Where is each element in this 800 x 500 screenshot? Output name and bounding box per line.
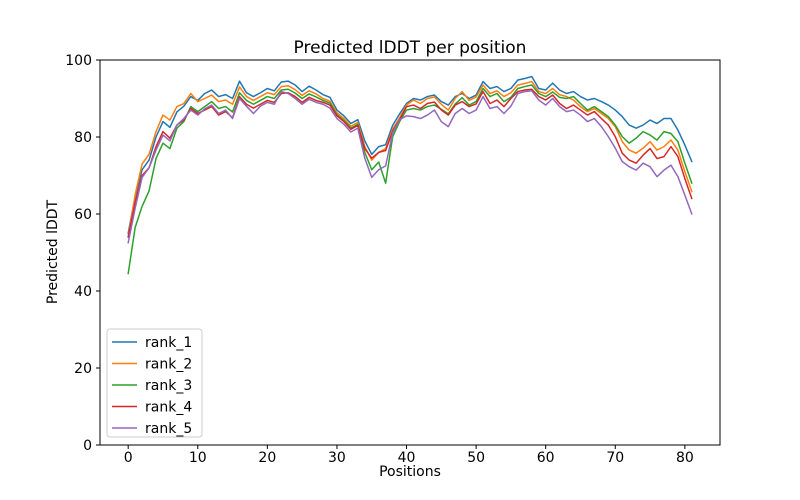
series-line-rank_1: [127, 75, 693, 234]
x-axis-label: Positions: [379, 464, 441, 480]
legend-label-rank_5: rank_5: [145, 421, 192, 437]
legend-label-rank_4: rank_4: [145, 400, 192, 416]
legend-label-rank_3: rank_3: [145, 378, 192, 394]
y-tick-label: 0: [83, 438, 92, 454]
y-axis-label: Predicted lDDT: [45, 199, 61, 304]
series-line-rank_2: [127, 80, 693, 238]
y-tick-label: 20: [74, 361, 92, 377]
y-tick-label: 60: [74, 207, 92, 223]
y-tick-label: 100: [65, 53, 92, 69]
series-line-rank_4: [127, 88, 693, 238]
x-tick-label: 0: [124, 450, 133, 466]
legend-label-rank_1: rank_1: [145, 335, 192, 351]
x-tick-label: 30: [328, 450, 346, 466]
legend-box: [106, 328, 203, 438]
chart-title: Predicted lDDT per position: [294, 38, 527, 58]
y-tick-label: 80: [74, 130, 92, 146]
legend-label-rank_2: rank_2: [145, 357, 192, 373]
x-tick-label: 80: [676, 450, 694, 466]
axes-frame: [99, 59, 721, 446]
series-line-rank_5: [127, 90, 693, 244]
plot-area: 0 10 20 30 40 50 60 70 80 0 20 40 60 80 100 rank_1 rank_…: [65, 53, 721, 466]
x-tick-label: 40: [398, 450, 416, 466]
x-tick-label: 70: [606, 450, 624, 466]
x-tick-label: 60: [537, 450, 555, 466]
x-tick-label: 50: [467, 450, 485, 466]
y-tick-label: 40: [74, 284, 92, 300]
x-tick-label: 10: [189, 450, 207, 466]
series-line-rank_3: [127, 84, 693, 275]
x-tick-label: 20: [258, 450, 276, 466]
